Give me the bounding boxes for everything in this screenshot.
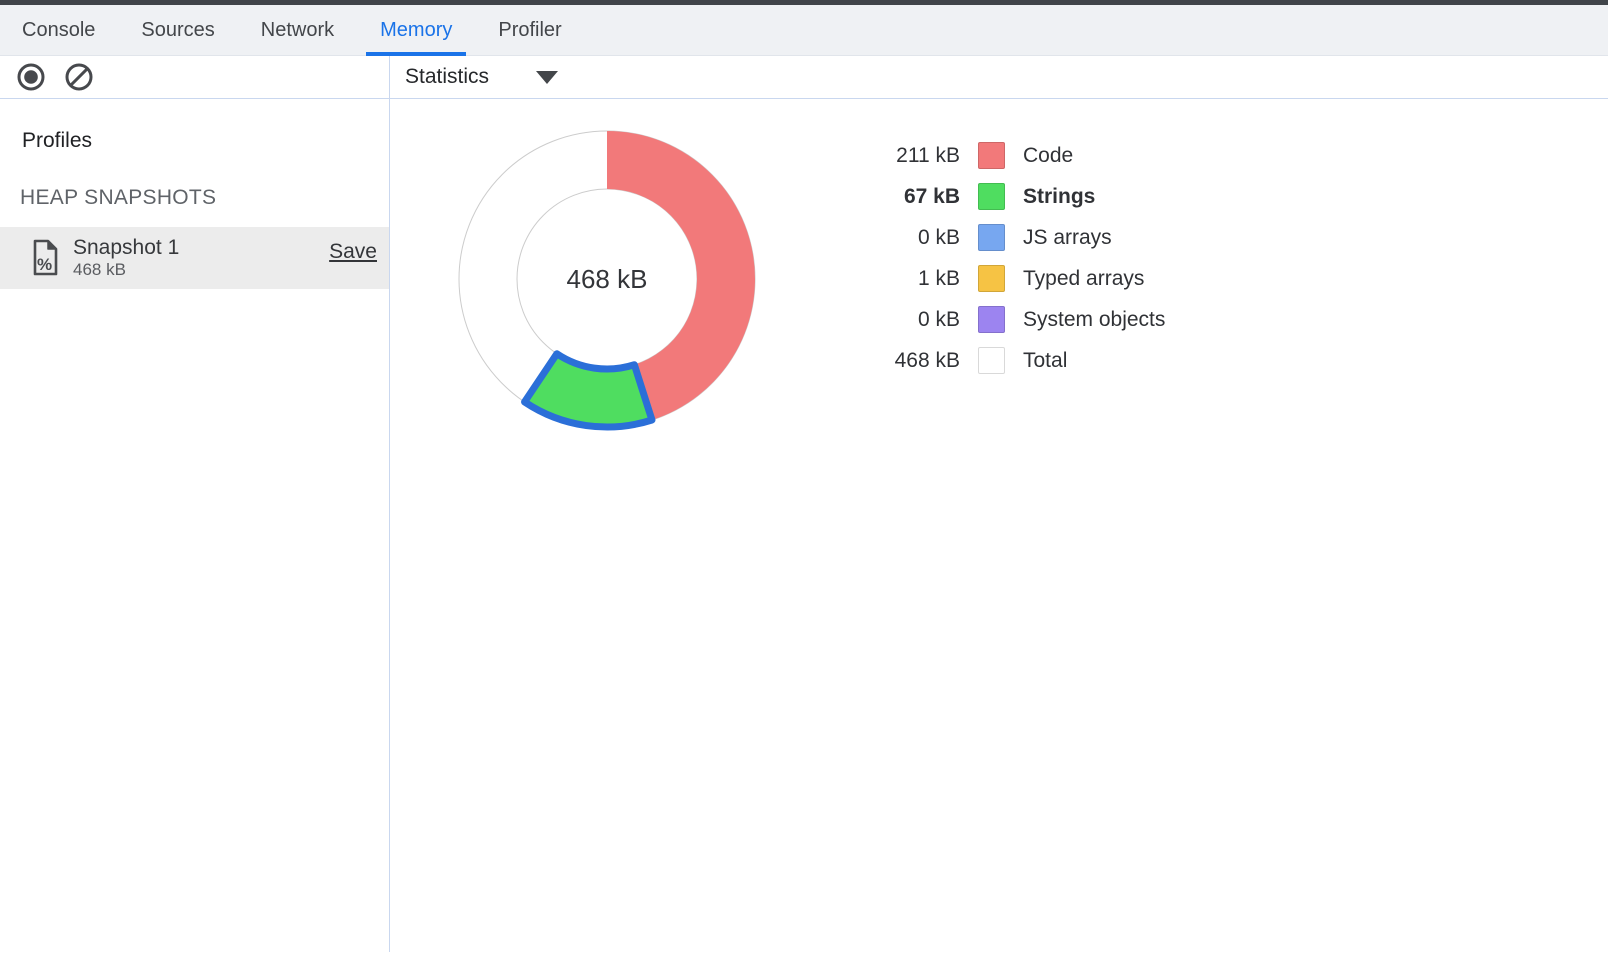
toolbar-right-section: Statistics [390, 56, 1608, 98]
heap-statistics-donut[interactable]: 468 kB [437, 109, 777, 449]
legend-label: Total [1023, 348, 1068, 372]
snapshot-name: Snapshot 1 [73, 235, 180, 259]
tab-sources[interactable]: Sources [127, 5, 228, 55]
legend-value: 211 kB [896, 143, 960, 167]
window-top-edge [0, 0, 1608, 5]
legend-value: 0 kB [917, 307, 960, 331]
legend-value: 0 kB [917, 225, 960, 249]
record-heap-snapshot-button[interactable] [16, 62, 46, 92]
memory-toolbar: Statistics [0, 56, 1608, 99]
legend-row-strings: 67 kB Strings [840, 176, 1165, 217]
snapshot-list-item[interactable]: % Snapshot 1 468 kB Save [0, 227, 389, 289]
tab-profiler[interactable]: Profiler [484, 5, 575, 55]
tab-network[interactable]: Network [247, 5, 348, 55]
legend-label: Code [1023, 143, 1074, 167]
legend-value: 468 kB [894, 348, 960, 372]
heap-snapshots-section-heading: HEAP SNAPSHOTS [20, 186, 217, 209]
tab-memory[interactable]: Memory [366, 5, 467, 56]
donut-segment-code[interactable] [607, 131, 756, 420]
legend-row-js-arrays: 0 kB JS arrays [840, 217, 1165, 258]
legend-swatch-system-objects [978, 306, 1005, 333]
legend-swatch-typed-arrays [978, 265, 1005, 292]
legend-value: 67 kB [903, 184, 960, 208]
legend-swatch-js-arrays [978, 224, 1005, 251]
statistics-main-area: 468 kB 211 kB Code 67 kB Strings 0 kB JS… [390, 99, 1608, 952]
legend-label: JS arrays [1023, 225, 1112, 249]
legend-row-code: 211 kB Code [840, 135, 1165, 176]
profiles-sidebar: Profiles HEAP SNAPSHOTS % Snapshot 1 468… [0, 99, 390, 952]
clear-profiles-button[interactable] [64, 62, 94, 92]
legend-label: Typed arrays [1023, 266, 1145, 290]
donut-segments [458, 130, 756, 431]
profiles-heading: Profiles [22, 129, 93, 152]
perspective-selected-value: Statistics [405, 65, 490, 88]
legend-row-system-objects: 0 kB System objects [840, 299, 1165, 340]
toolbar-left-section [0, 56, 390, 98]
legend-label: Strings [1023, 184, 1096, 208]
legend-label: System objects [1023, 307, 1166, 331]
legend-row-typed-arrays: 1 kB Typed arrays [840, 258, 1165, 299]
perspective-select[interactable]: Statistics [405, 65, 559, 89]
snapshot-size: 468 kB [73, 260, 126, 280]
tab-label: Profiler [498, 18, 562, 41]
clear-icon [65, 63, 93, 91]
devtools-tab-bar: Console Sources Network Memory Profiler [0, 5, 1608, 56]
legend-swatch-strings [978, 183, 1005, 210]
panel-body: Profiles HEAP SNAPSHOTS % Snapshot 1 468… [0, 99, 1608, 952]
legend-swatch-code [978, 142, 1005, 169]
donut-segment-strings[interactable] [521, 350, 656, 431]
tab-label: Memory [380, 18, 453, 41]
record-icon [17, 63, 45, 91]
tab-label: Sources [141, 18, 215, 41]
legend-row-total: 468 kB Total [840, 340, 1165, 381]
heap-snapshot-document-icon: % [33, 239, 58, 276]
donut-center-label: 468 kB [567, 264, 648, 294]
svg-text:%: % [37, 255, 52, 274]
snapshot-text-block: Snapshot 1 468 kB [73, 236, 179, 280]
legend-value: 1 kB [917, 266, 960, 290]
legend-swatch-total [978, 347, 1005, 374]
heap-statistics-legend: 211 kB Code 67 kB Strings 0 kB JS arrays… [840, 135, 1165, 381]
tab-label: Network [260, 18, 335, 41]
save-snapshot-link[interactable]: Save [329, 240, 377, 263]
tab-console[interactable]: Console [8, 5, 109, 55]
tab-label: Console [22, 18, 96, 41]
chevron-down-icon [536, 70, 559, 84]
